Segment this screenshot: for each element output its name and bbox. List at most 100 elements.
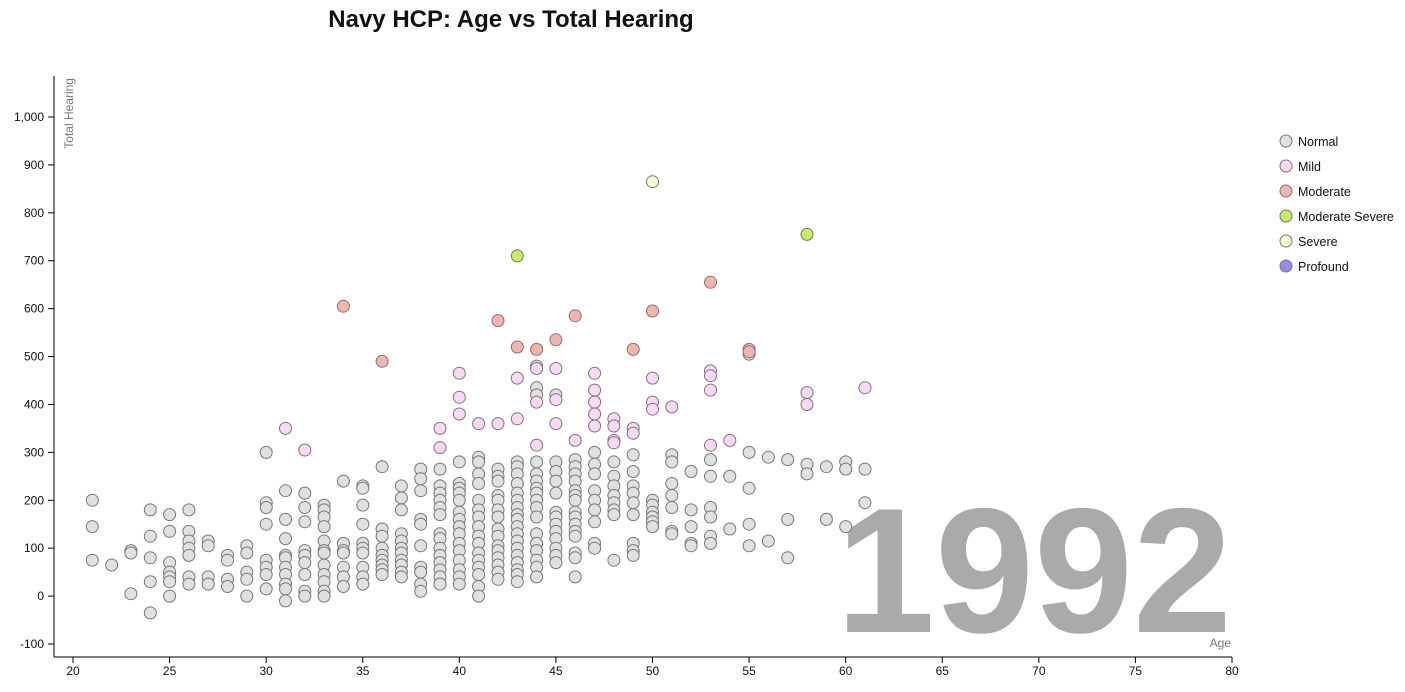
- data-point[interactable]: [298, 556, 312, 570]
- data-point[interactable]: [781, 512, 795, 526]
- data-point[interactable]: [530, 570, 544, 584]
- data-point[interactable]: [568, 551, 582, 565]
- data-point[interactable]: [588, 395, 602, 409]
- data-point[interactable]: [510, 371, 524, 385]
- data-point[interactable]: [143, 503, 157, 517]
- data-point[interactable]: [491, 417, 505, 431]
- data-point[interactable]: [704, 469, 717, 483]
- data-point[interactable]: [588, 383, 602, 397]
- data-point[interactable]: [143, 606, 157, 620]
- data-point[interactable]: [742, 517, 756, 531]
- data-point[interactable]: [394, 491, 408, 505]
- data-point[interactable]: [781, 551, 795, 565]
- data-point[interactable]: [665, 501, 679, 514]
- data-point[interactable]: [588, 407, 602, 421]
- data-point[interactable]: [221, 580, 234, 593]
- data-point[interactable]: [414, 517, 428, 531]
- data-point[interactable]: [240, 589, 254, 603]
- data-point[interactable]: [85, 520, 99, 534]
- data-point[interactable]: [394, 479, 408, 493]
- data-point[interactable]: [607, 508, 621, 522]
- data-point[interactable]: [510, 249, 524, 263]
- data-point[interactable]: [607, 436, 621, 450]
- data-point[interactable]: [298, 568, 312, 581]
- data-point[interactable]: [742, 445, 756, 459]
- data-point[interactable]: [742, 345, 756, 359]
- data-point[interactable]: [201, 577, 215, 591]
- data-point[interactable]: [568, 309, 582, 323]
- data-point[interactable]: [356, 546, 370, 560]
- data-point[interactable]: [375, 568, 389, 581]
- data-point[interactable]: [317, 546, 331, 560]
- data-point[interactable]: [472, 589, 486, 603]
- data-point[interactable]: [800, 467, 814, 481]
- data-point[interactable]: [568, 493, 582, 507]
- data-point[interactable]: [279, 421, 292, 435]
- data-point[interactable]: [800, 227, 814, 241]
- data-point[interactable]: [414, 584, 428, 598]
- data-point[interactable]: [182, 577, 196, 591]
- data-point[interactable]: [626, 448, 640, 462]
- data-point[interactable]: [259, 501, 273, 514]
- data-point[interactable]: [298, 589, 312, 603]
- data-point[interactable]: [684, 539, 698, 553]
- data-point[interactable]: [761, 450, 775, 464]
- data-point[interactable]: [317, 589, 331, 603]
- data-point[interactable]: [607, 553, 621, 567]
- data-point[interactable]: [182, 548, 196, 562]
- data-point[interactable]: [665, 455, 679, 469]
- data-point[interactable]: [684, 503, 698, 517]
- data-point[interactable]: [626, 426, 640, 440]
- data-point[interactable]: [530, 395, 544, 409]
- data-point[interactable]: [356, 517, 370, 531]
- data-point[interactable]: [472, 455, 486, 469]
- data-point[interactable]: [124, 546, 138, 560]
- data-point[interactable]: [452, 455, 466, 469]
- data-point[interactable]: [356, 498, 370, 512]
- data-point[interactable]: [858, 496, 872, 510]
- data-point[interactable]: [530, 510, 544, 524]
- data-point[interactable]: [568, 433, 582, 447]
- data-point[interactable]: [607, 455, 621, 469]
- data-point[interactable]: [279, 594, 292, 608]
- data-point[interactable]: [336, 474, 350, 488]
- data-point[interactable]: [279, 484, 292, 498]
- data-point[interactable]: [704, 510, 717, 524]
- data-point[interactable]: [588, 503, 602, 517]
- data-point[interactable]: [279, 532, 292, 546]
- data-point[interactable]: [259, 517, 273, 531]
- data-point[interactable]: [336, 580, 350, 593]
- data-point[interactable]: [742, 481, 756, 495]
- data-point[interactable]: [433, 577, 447, 591]
- data-point[interactable]: [568, 529, 582, 543]
- data-point[interactable]: [452, 366, 466, 380]
- data-point[interactable]: [472, 568, 486, 581]
- data-point[interactable]: [530, 342, 544, 356]
- data-point[interactable]: [588, 467, 602, 481]
- data-point[interactable]: [819, 512, 833, 526]
- data-point[interactable]: [105, 558, 119, 572]
- data-point[interactable]: [723, 469, 737, 483]
- data-point[interactable]: [607, 419, 621, 433]
- data-point[interactable]: [684, 520, 698, 534]
- data-point[interactable]: [201, 539, 215, 553]
- data-point[interactable]: [684, 465, 698, 478]
- data-point[interactable]: [452, 493, 466, 507]
- data-point[interactable]: [85, 553, 99, 567]
- data-point[interactable]: [510, 340, 524, 354]
- data-point[interactable]: [240, 546, 254, 560]
- data-point[interactable]: [839, 462, 853, 476]
- data-point[interactable]: [163, 508, 177, 522]
- data-point[interactable]: [646, 371, 659, 385]
- data-point[interactable]: [221, 553, 234, 567]
- data-point[interactable]: [510, 412, 524, 426]
- data-point[interactable]: [839, 520, 853, 534]
- data-point[interactable]: [742, 539, 756, 553]
- data-point[interactable]: [472, 477, 486, 490]
- data-point[interactable]: [143, 551, 157, 565]
- data-point[interactable]: [588, 445, 602, 459]
- data-point[interactable]: [124, 587, 138, 601]
- data-point[interactable]: [549, 474, 563, 488]
- data-point[interactable]: [317, 520, 331, 534]
- data-point[interactable]: [336, 546, 350, 560]
